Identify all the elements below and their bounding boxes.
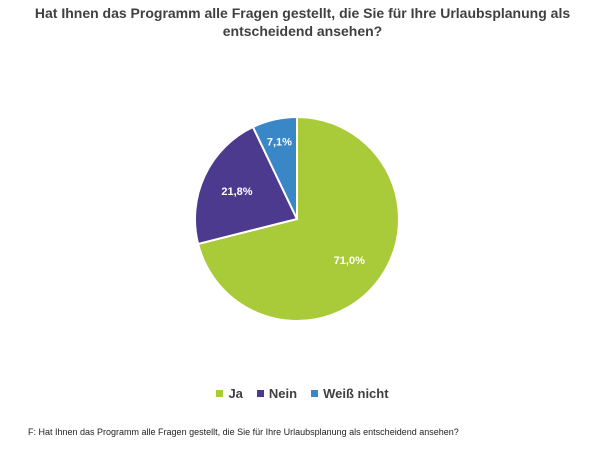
legend-swatch-ja bbox=[216, 390, 224, 397]
data-label-nein: 21,8% bbox=[221, 186, 252, 198]
pie-slice-weiss-nicht bbox=[251, 115, 298, 220]
legend-item-ja: Ja bbox=[216, 386, 243, 401]
pie-slice-nein bbox=[194, 125, 299, 246]
chart-title-line-2: entscheidend ansehen? bbox=[222, 23, 383, 39]
legend-item-weiss-nicht: Weiß nicht bbox=[311, 386, 389, 401]
chart-legend: Ja Nein Weiß nicht bbox=[0, 386, 605, 401]
data-label-ja: 71,0% bbox=[334, 255, 365, 267]
chart-title: Hat Ihnen das Programm alle Fragen geste… bbox=[0, 4, 605, 40]
chart-title-line-1: Hat Ihnen das Programm alle Fragen geste… bbox=[34, 5, 571, 21]
legend-swatch-weiss-nicht bbox=[311, 390, 319, 397]
footnote: F: Hat Ihnen das Programm alle Fragen ge… bbox=[28, 427, 459, 437]
pie-slice-ja bbox=[196, 115, 400, 322]
data-label-weiss-nicht: 7,1% bbox=[267, 136, 292, 148]
legend-label-ja: Ja bbox=[228, 386, 243, 401]
legend-label-nein: Nein bbox=[268, 386, 298, 401]
legend-label-weiss-nicht: Weiß nicht bbox=[323, 386, 389, 401]
legend-swatch-nein bbox=[256, 390, 264, 397]
legend-item-nein: Nein bbox=[256, 386, 298, 401]
